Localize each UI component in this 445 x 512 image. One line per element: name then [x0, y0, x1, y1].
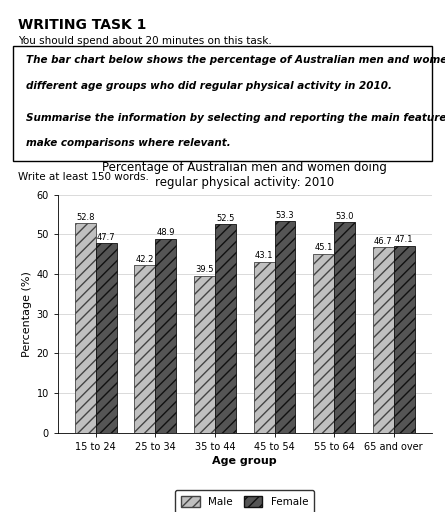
Text: 53.3: 53.3 — [276, 210, 294, 220]
Bar — [313, 253, 334, 433]
Bar — [334, 222, 355, 433]
Bar — [194, 276, 215, 433]
Text: Summarise the information by selecting and reporting the main features, and: Summarise the information by selecting a… — [26, 113, 445, 123]
Bar — [155, 239, 176, 433]
Text: 47.1: 47.1 — [395, 235, 413, 244]
Bar — [254, 262, 275, 433]
Text: 52.5: 52.5 — [216, 214, 235, 223]
Legend: Male, Female: Male, Female — [175, 490, 314, 512]
Text: The bar chart below shows the percentage of Australian men and women in: The bar chart below shows the percentage… — [26, 55, 445, 66]
Text: WRITING TASK 1: WRITING TASK 1 — [18, 18, 146, 32]
Bar — [275, 221, 295, 433]
Text: 48.9: 48.9 — [157, 228, 175, 237]
Bar — [75, 223, 96, 433]
Text: different age groups who did regular physical activity in 2010.: different age groups who did regular phy… — [26, 80, 392, 91]
Text: 42.2: 42.2 — [136, 254, 154, 264]
Bar — [134, 265, 155, 433]
Bar — [215, 224, 236, 433]
Title: Percentage of Australian men and women doing
regular physical activity: 2010: Percentage of Australian men and women d… — [102, 161, 387, 189]
Bar — [373, 247, 394, 433]
Bar — [96, 243, 117, 433]
Text: You should spend about 20 minutes on this task.: You should spend about 20 minutes on thi… — [18, 36, 271, 46]
Text: 52.8: 52.8 — [76, 212, 94, 222]
Y-axis label: Percentage (%): Percentage (%) — [22, 271, 32, 356]
FancyBboxPatch shape — [13, 46, 432, 161]
Bar — [394, 246, 415, 433]
Text: 53.0: 53.0 — [336, 212, 354, 221]
Text: 46.7: 46.7 — [374, 237, 392, 246]
Text: make comparisons where relevant.: make comparisons where relevant. — [26, 138, 231, 148]
Text: 45.1: 45.1 — [315, 243, 333, 252]
X-axis label: Age group: Age group — [212, 456, 277, 466]
Text: 47.7: 47.7 — [97, 233, 115, 242]
Text: Write at least 150 words.: Write at least 150 words. — [18, 172, 149, 182]
Text: 43.1: 43.1 — [255, 251, 273, 260]
Text: 39.5: 39.5 — [195, 265, 214, 274]
